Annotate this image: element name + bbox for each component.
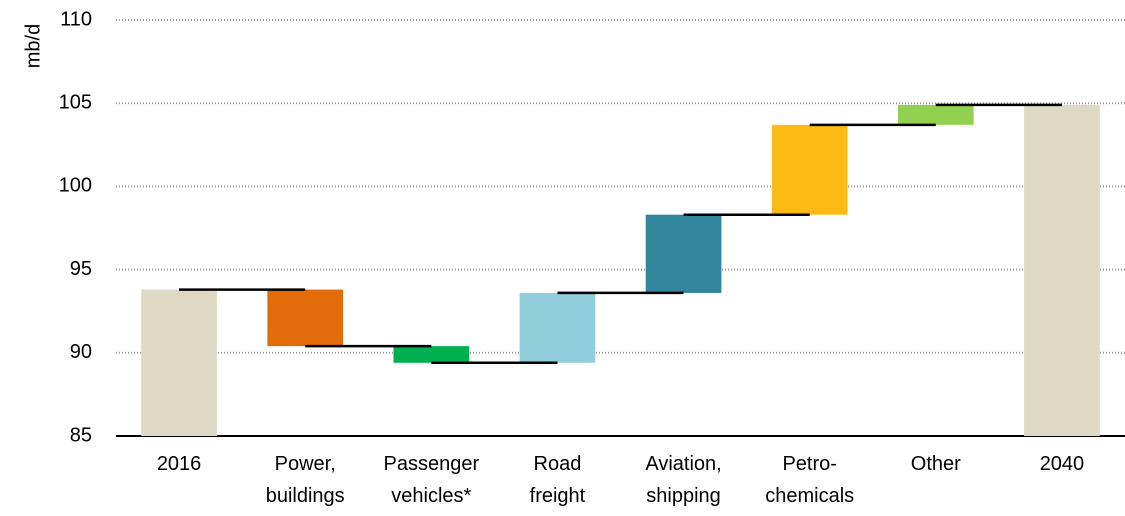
- y-axis-label: mb/d: [22, 24, 44, 68]
- x-tick-label-line: Aviation,: [645, 453, 721, 475]
- bar: [897, 104, 974, 125]
- bar: [771, 124, 848, 215]
- x-tick-label: Petro-chemicals: [765, 453, 854, 507]
- x-tick-label: Power, buildings: [266, 453, 345, 507]
- x-tick-label-line: Petro-: [782, 453, 836, 475]
- x-tick-label-line: Other: [911, 453, 961, 475]
- bar: [393, 346, 470, 363]
- x-tick-label-line: chemicals: [765, 485, 854, 507]
- bar: [1024, 104, 1100, 436]
- x-tick-label-line: Road: [534, 453, 582, 475]
- x-tick-label-line: buildings: [266, 485, 345, 507]
- x-tick-label-line: vehicles*: [391, 485, 471, 507]
- bar: [519, 292, 596, 363]
- x-tick-label-line: 2040: [1040, 453, 1085, 475]
- x-tick-label: 2040: [1040, 453, 1085, 475]
- x-tick-label: Aviation, shipping: [645, 453, 721, 507]
- y-tick-label: 85: [70, 424, 92, 446]
- y-tick-label: 110: [60, 8, 92, 30]
- x-tick-label-line: 2016: [157, 453, 202, 475]
- bar: [267, 289, 344, 347]
- y-tick-label: 95: [70, 258, 92, 280]
- x-tick-label-line: Passenger: [384, 453, 480, 475]
- x-tick-label: Road freight: [530, 453, 586, 507]
- y-tick-label: 100: [59, 175, 92, 197]
- x-tick-label: Passenger vehicles*: [384, 453, 480, 507]
- x-tick-label-line: shipping: [646, 485, 721, 507]
- x-tick-label-line: freight: [530, 485, 586, 507]
- bar: [141, 289, 217, 436]
- x-tick-label-line: Power,: [275, 453, 336, 475]
- y-tick-label: 90: [70, 341, 92, 363]
- x-tick-label: Other: [911, 453, 961, 475]
- y-tick-label: 105: [59, 91, 92, 113]
- x-tick-label: 2016: [157, 453, 202, 475]
- bar: [645, 214, 722, 293]
